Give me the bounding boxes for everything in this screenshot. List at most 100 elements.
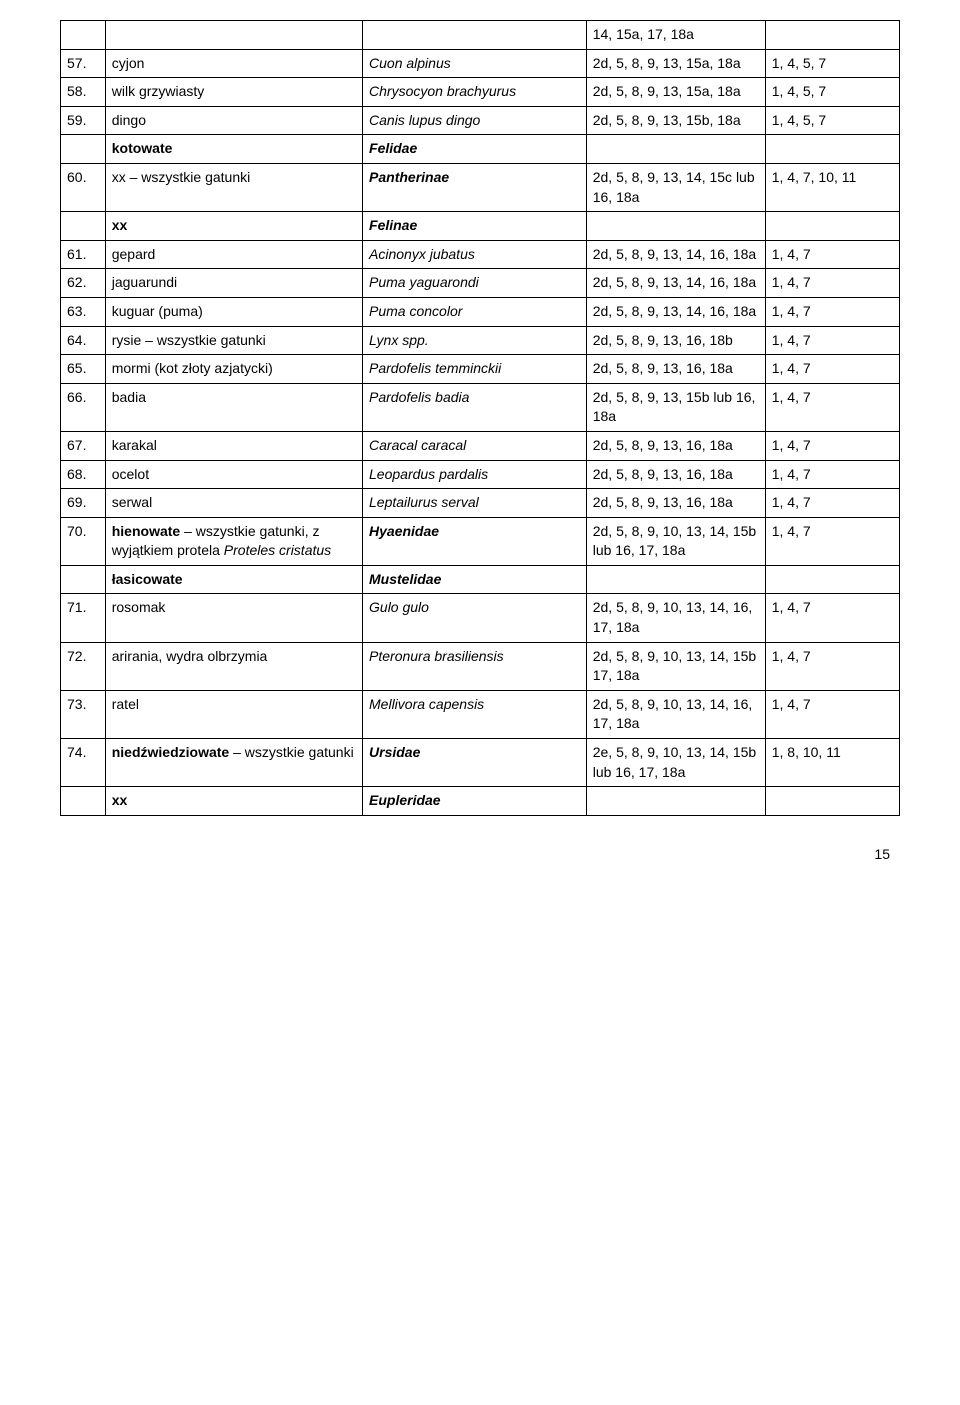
code-list: 2d, 5, 8, 9, 13, 14, 16, 18a (586, 269, 765, 298)
common-name: cyjon (105, 49, 362, 78)
common-name: kotowate (105, 135, 362, 164)
last-codes (765, 787, 899, 816)
scientific-name: Felidae (363, 135, 587, 164)
common-name: hienowate – wszystkie gatunki, z wyjątki… (105, 517, 362, 565)
last-codes: 1, 4, 7 (765, 642, 899, 690)
table-row: 74.niedźwiedziowate – wszystkie gatunkiU… (61, 739, 900, 787)
code-list: 2d, 5, 8, 9, 13, 15b, 18a (586, 106, 765, 135)
last-codes (765, 565, 899, 594)
page-number: 15 (60, 816, 900, 862)
row-number: 58. (61, 78, 106, 107)
scientific-name: Mustelidae (363, 565, 587, 594)
code-list (586, 212, 765, 241)
last-codes: 1, 4, 5, 7 (765, 106, 899, 135)
code-list: 2e, 5, 8, 9, 10, 13, 14, 15b lub 16, 17,… (586, 739, 765, 787)
scientific-name: Puma yaguarondi (363, 269, 587, 298)
last-codes: 1, 4, 7 (765, 460, 899, 489)
row-number: 59. (61, 106, 106, 135)
common-name: serwal (105, 489, 362, 518)
common-name: łasicowate (105, 565, 362, 594)
row-number: 66. (61, 383, 106, 431)
code-list (586, 565, 765, 594)
code-list: 2d, 5, 8, 9, 10, 13, 14, 16, 17, 18a (586, 594, 765, 642)
last-codes: 1, 4, 7 (765, 383, 899, 431)
table-row: 66.badiaPardofelis badia2d, 5, 8, 9, 13,… (61, 383, 900, 431)
row-number: 70. (61, 517, 106, 565)
scientific-name: Acinonyx jubatus (363, 240, 587, 269)
table-row: 14, 15a, 17, 18a (61, 21, 900, 50)
scientific-name: Eupleridae (363, 787, 587, 816)
last-codes: 1, 4, 7 (765, 517, 899, 565)
scientific-name (363, 21, 587, 50)
last-codes: 1, 4, 5, 7 (765, 49, 899, 78)
row-number (61, 787, 106, 816)
common-name: xx (105, 787, 362, 816)
last-codes: 1, 8, 10, 11 (765, 739, 899, 787)
common-name: ratel (105, 690, 362, 738)
common-name: gepard (105, 240, 362, 269)
species-table: 14, 15a, 17, 18a57.cyjonCuon alpinus2d, … (60, 20, 900, 816)
last-codes: 1, 4, 7 (765, 431, 899, 460)
code-list: 2d, 5, 8, 9, 13, 15a, 18a (586, 78, 765, 107)
last-codes: 1, 4, 7 (765, 489, 899, 518)
row-number: 61. (61, 240, 106, 269)
code-list (586, 787, 765, 816)
scientific-name: Gulo gulo (363, 594, 587, 642)
scientific-name: Caracal caracal (363, 431, 587, 460)
row-number: 60. (61, 163, 106, 211)
last-codes: 1, 4, 7 (765, 326, 899, 355)
code-list: 2d, 5, 8, 9, 13, 14, 16, 18a (586, 240, 765, 269)
common-name: wilk grzywiasty (105, 78, 362, 107)
row-number (61, 212, 106, 241)
row-number: 57. (61, 49, 106, 78)
row-number: 71. (61, 594, 106, 642)
table-row: xxFelinae (61, 212, 900, 241)
scientific-name: Ursidae (363, 739, 587, 787)
table-row: 65.mormi (kot złoty azjatycki)Pardofelis… (61, 355, 900, 384)
common-name: karakal (105, 431, 362, 460)
common-name: niedźwiedziowate – wszystkie gatunki (105, 739, 362, 787)
scientific-name: Puma concolor (363, 297, 587, 326)
table-row: 57.cyjonCuon alpinus2d, 5, 8, 9, 13, 15a… (61, 49, 900, 78)
code-list: 2d, 5, 8, 9, 13, 16, 18b (586, 326, 765, 355)
scientific-name: Pteronura brasiliensis (363, 642, 587, 690)
code-list: 2d, 5, 8, 9, 10, 13, 14, 16, 17, 18a (586, 690, 765, 738)
common-name: xx (105, 212, 362, 241)
last-codes: 1, 4, 5, 7 (765, 78, 899, 107)
code-list: 2d, 5, 8, 9, 13, 14, 15c lub 16, 18a (586, 163, 765, 211)
row-number: 64. (61, 326, 106, 355)
last-codes: 1, 4, 7 (765, 240, 899, 269)
table-row: 73.ratelMellivora capensis2d, 5, 8, 9, 1… (61, 690, 900, 738)
table-row: 61.gepardAcinonyx jubatus2d, 5, 8, 9, 13… (61, 240, 900, 269)
last-codes: 1, 4, 7, 10, 11 (765, 163, 899, 211)
row-number: 69. (61, 489, 106, 518)
last-codes: 1, 4, 7 (765, 269, 899, 298)
row-number (61, 565, 106, 594)
common-name: rosomak (105, 594, 362, 642)
row-number: 72. (61, 642, 106, 690)
last-codes: 1, 4, 7 (765, 690, 899, 738)
last-codes: 1, 4, 7 (765, 297, 899, 326)
last-codes (765, 21, 899, 50)
table-row: 67.karakalCaracal caracal2d, 5, 8, 9, 13… (61, 431, 900, 460)
common-name: jaguarundi (105, 269, 362, 298)
row-number: 62. (61, 269, 106, 298)
scientific-name: Leopardus pardalis (363, 460, 587, 489)
common-name: ocelot (105, 460, 362, 489)
common-name: dingo (105, 106, 362, 135)
code-list: 2d, 5, 8, 9, 13, 15b lub 16, 18a (586, 383, 765, 431)
table-row: 64.rysie – wszystkie gatunkiLynx spp.2d,… (61, 326, 900, 355)
code-list: 2d, 5, 8, 9, 13, 14, 16, 18a (586, 297, 765, 326)
code-list (586, 135, 765, 164)
code-list: 14, 15a, 17, 18a (586, 21, 765, 50)
scientific-name: Felinae (363, 212, 587, 241)
last-codes: 1, 4, 7 (765, 355, 899, 384)
table-row: kotowateFelidae (61, 135, 900, 164)
common-name: badia (105, 383, 362, 431)
row-number (61, 21, 106, 50)
scientific-name: Mellivora capensis (363, 690, 587, 738)
common-name: xx – wszystkie gatunki (105, 163, 362, 211)
code-list: 2d, 5, 8, 9, 13, 15a, 18a (586, 49, 765, 78)
last-codes: 1, 4, 7 (765, 594, 899, 642)
scientific-name: Chrysocyon brachyurus (363, 78, 587, 107)
